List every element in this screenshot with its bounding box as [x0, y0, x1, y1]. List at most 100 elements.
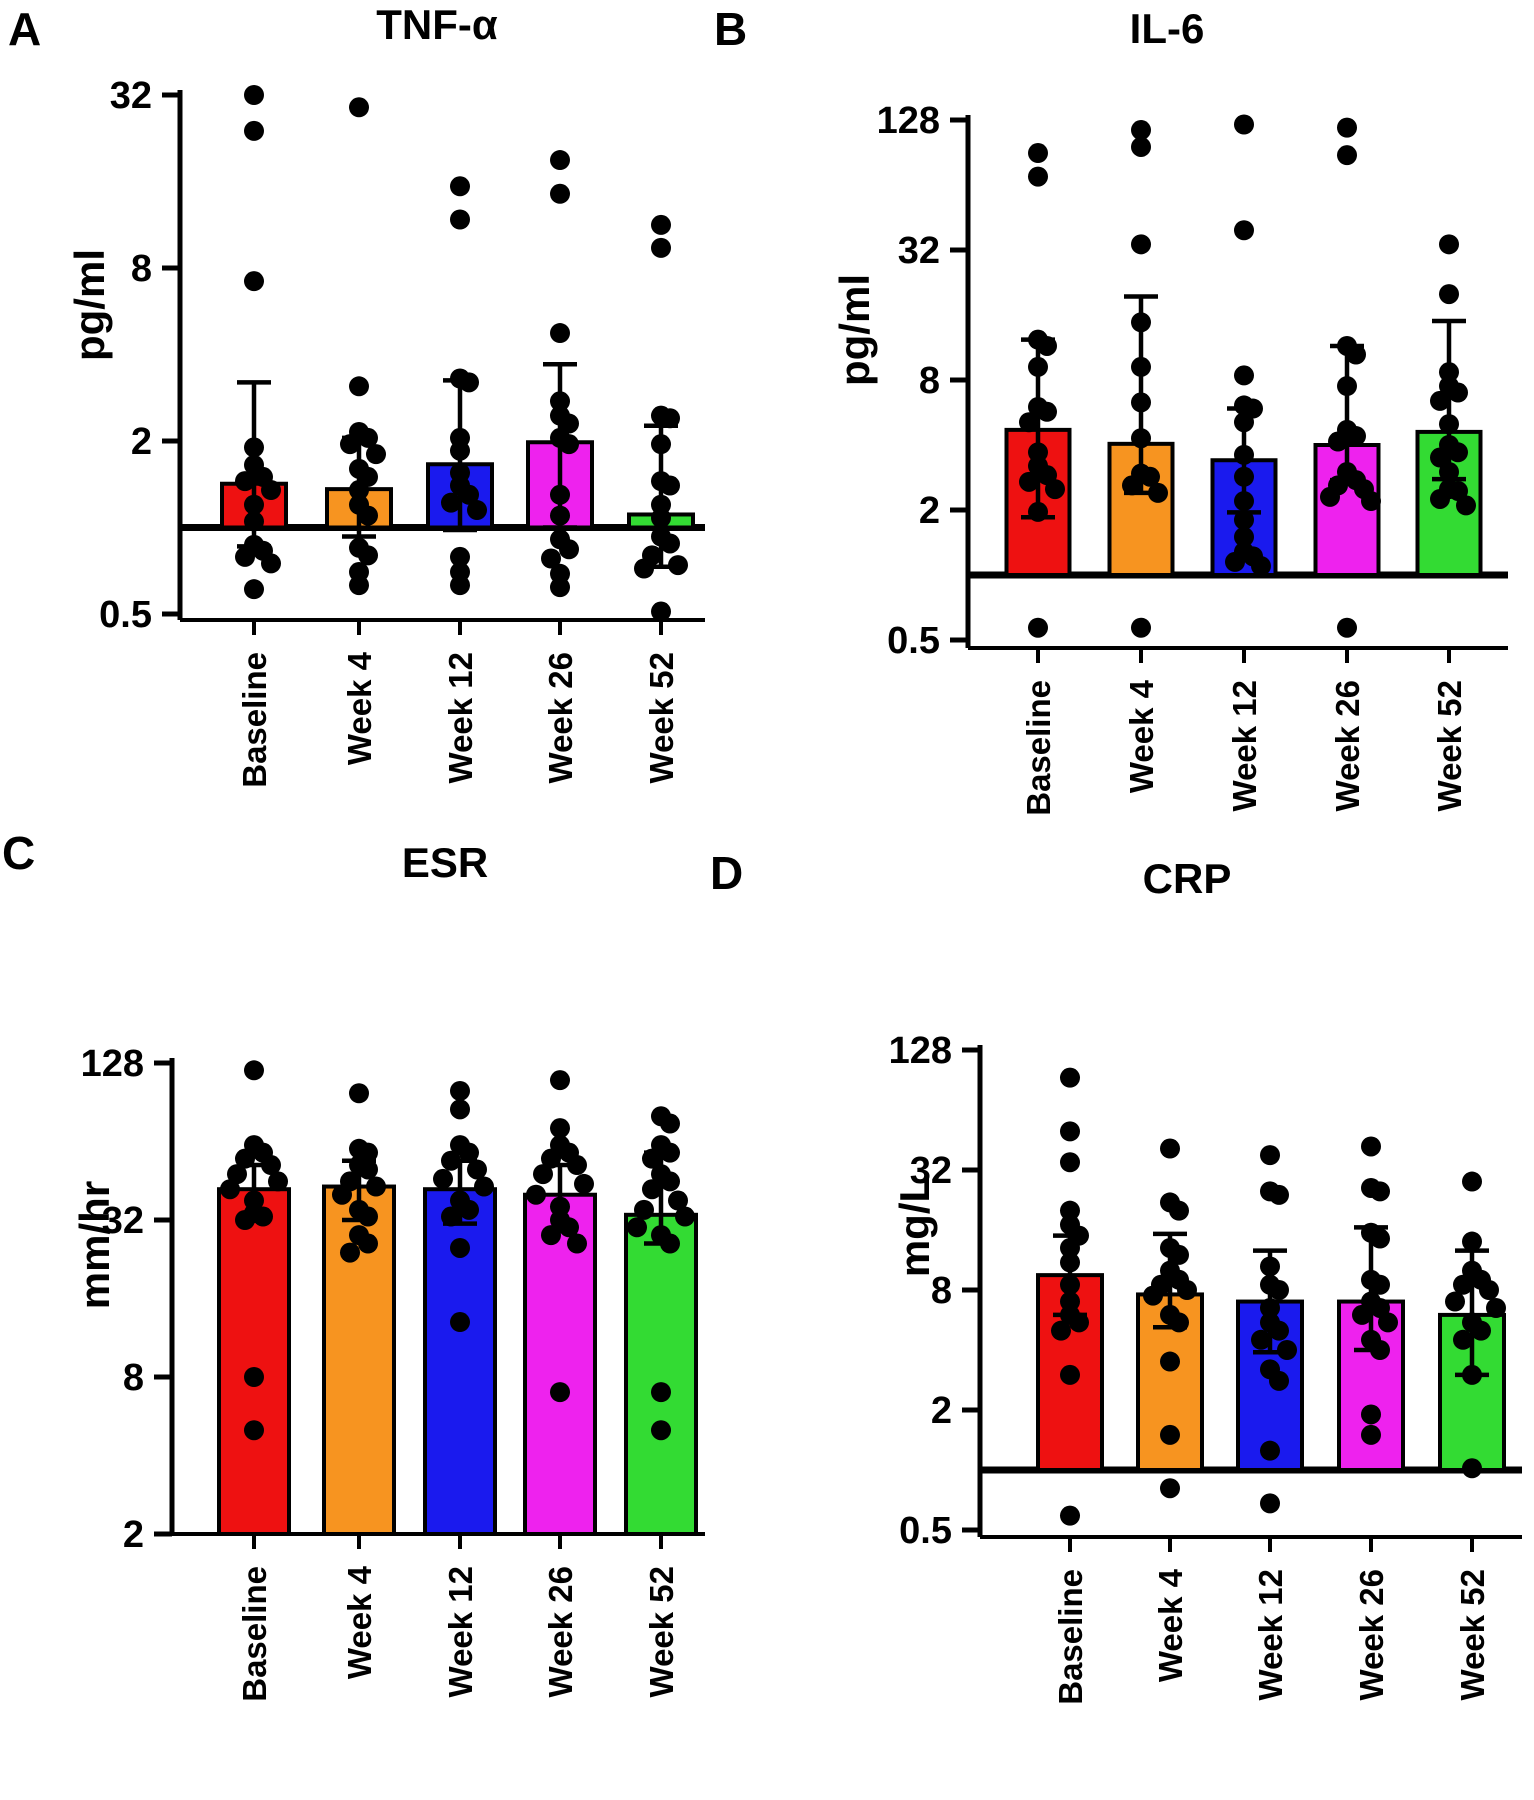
data-point-A-week-12-11	[450, 546, 470, 567]
data-point-D-week-12-14	[1260, 1493, 1280, 1514]
data-point-D-week-52-9	[1471, 1320, 1491, 1341]
y-tick-label-C-32: 32	[102, 1200, 144, 1242]
data-point-B-week-26-7	[1328, 431, 1348, 452]
y-tick-label-D-0.5: 0.5	[899, 1510, 952, 1552]
data-point-C-week-4-12	[340, 1242, 360, 1263]
data-point-D-week-52-10	[1453, 1329, 1473, 1350]
data-point-D-week-12-13	[1260, 1440, 1280, 1461]
data-point-B-week-4-9	[1122, 475, 1142, 496]
data-point-B-week-52-4	[1448, 382, 1468, 403]
y-tick-label-C-128: 128	[81, 1043, 144, 1085]
data-point-C-baseline-13	[244, 1420, 264, 1441]
data-point-A-week-12-3	[459, 372, 479, 393]
x-tick-label-A-baseline: Baseline	[236, 652, 273, 788]
data-point-D-week-4-0	[1160, 1138, 1180, 1159]
data-point-B-week-26-14	[1337, 617, 1357, 638]
data-point-C-week-52-7	[642, 1179, 662, 1200]
data-point-A-week-52-10	[660, 533, 680, 554]
data-point-B-week-12-8	[1234, 491, 1254, 512]
data-point-B-week-26-0	[1337, 117, 1357, 138]
y-tick-label-B-0.5: 0.5	[887, 620, 940, 662]
panel-letter-a: A	[8, 3, 42, 55]
x-tick-label-C-week-52: Week 52	[643, 1566, 680, 1697]
data-point-B-week-52-8	[1448, 442, 1468, 463]
data-point-B-week-4-8	[1140, 466, 1160, 487]
data-point-B-week-52-0	[1439, 234, 1459, 255]
data-point-A-week-26-12	[541, 548, 561, 569]
data-point-A-baseline-8	[244, 494, 264, 515]
data-point-B-week-4-3	[1131, 312, 1151, 333]
data-point-C-week-12-4	[441, 1150, 461, 1171]
data-point-B-baseline-14	[1028, 617, 1048, 638]
data-point-D-baseline-8	[1060, 1274, 1080, 1295]
data-point-D-week-26-2	[1370, 1181, 1390, 1202]
data-point-D-week-4-12	[1160, 1351, 1180, 1372]
data-point-D-baseline-3	[1060, 1200, 1080, 1221]
data-point-D-baseline-1	[1060, 1121, 1080, 1142]
data-point-C-baseline-6	[268, 1171, 288, 1192]
data-point-C-week-12-7	[474, 1176, 494, 1197]
data-point-A-week-12-5	[450, 440, 470, 461]
x-tick-label-C-week-4: Week 4	[341, 1565, 378, 1679]
data-point-D-week-12-10	[1277, 1340, 1297, 1360]
y-tick-label-D-128: 128	[889, 1030, 952, 1072]
data-point-B-week-52-9	[1430, 447, 1450, 468]
data-point-A-week-26-9	[550, 505, 570, 526]
x-tick-label-B-week-52: Week 52	[1431, 680, 1468, 811]
data-point-C-week-52-1	[660, 1113, 680, 1134]
data-point-C-week-26-13	[567, 1233, 587, 1254]
data-point-A-week-12-1	[450, 209, 470, 230]
data-point-C-baseline-10	[253, 1206, 273, 1227]
data-point-B-week-26-1	[1337, 145, 1357, 166]
y-axis-label-d: mg/L	[891, 1176, 938, 1278]
data-point-B-baseline-13	[1028, 501, 1048, 522]
data-point-C-week-26-1	[550, 1118, 570, 1139]
data-point-C-week-12-11	[450, 1237, 470, 1258]
data-point-D-baseline-7	[1060, 1252, 1080, 1273]
y-tick-label-C-2: 2	[123, 1514, 144, 1556]
panel-title-crp: CRP	[1142, 855, 1232, 902]
y-tick-label-B-2: 2	[919, 490, 940, 532]
data-point-C-week-26-0	[550, 1070, 570, 1091]
data-point-C-week-52-10	[675, 1206, 695, 1227]
data-point-B-baseline-6	[1037, 401, 1057, 422]
y-tick-label-C-8: 8	[123, 1357, 144, 1399]
data-point-B-baseline-12	[1045, 479, 1065, 500]
data-point-B-baseline-1	[1028, 166, 1048, 187]
data-point-A-week-4-5	[366, 444, 386, 465]
data-point-C-week-52-8	[668, 1190, 688, 1211]
data-point-C-week-12-3	[459, 1142, 479, 1163]
data-point-A-week-12-9	[441, 492, 461, 513]
data-point-D-week-52-1	[1462, 1231, 1482, 1252]
data-point-D-week-4-4	[1169, 1244, 1189, 1265]
data-point-C-week-4-0	[349, 1083, 369, 1104]
data-point-C-week-4-6	[366, 1176, 386, 1197]
data-point-B-week-52-10	[1439, 461, 1459, 482]
data-point-C-week-12-10	[441, 1206, 461, 1227]
data-point-A-week-12-0	[450, 176, 470, 197]
data-point-A-week-4-14	[349, 575, 369, 596]
data-point-A-week-52-12	[668, 555, 688, 576]
panel-letter-b: B	[714, 3, 748, 55]
data-point-C-week-26-11	[559, 1217, 579, 1238]
data-point-D-baseline-0	[1060, 1067, 1080, 1088]
data-point-B-week-26-13	[1361, 491, 1381, 512]
data-point-B-week-4-2	[1131, 234, 1151, 255]
data-point-B-week-12-1	[1234, 220, 1254, 241]
data-point-A-week-52-0	[651, 214, 671, 235]
data-point-B-week-12-13	[1225, 551, 1245, 572]
bar-C-week-26	[523, 1192, 597, 1536]
x-tick-label-B-week-4: Week 4	[1123, 679, 1160, 793]
data-point-C-baseline-5	[227, 1164, 247, 1185]
data-point-B-week-12-5	[1234, 412, 1254, 433]
data-point-C-week-26-7	[574, 1173, 594, 1194]
x-tick-label-D-baseline: Baseline	[1052, 1569, 1089, 1705]
data-point-D-week-4-2	[1169, 1200, 1189, 1221]
data-point-B-week-4-1	[1131, 136, 1151, 157]
data-point-B-baseline-0	[1028, 143, 1048, 164]
data-point-B-week-52-1	[1439, 284, 1459, 305]
data-point-A-week-26-2	[550, 323, 570, 344]
data-point-C-week-4-7	[332, 1184, 352, 1205]
data-point-B-week-4-11	[1131, 617, 1151, 638]
data-point-C-baseline-12	[244, 1367, 264, 1387]
